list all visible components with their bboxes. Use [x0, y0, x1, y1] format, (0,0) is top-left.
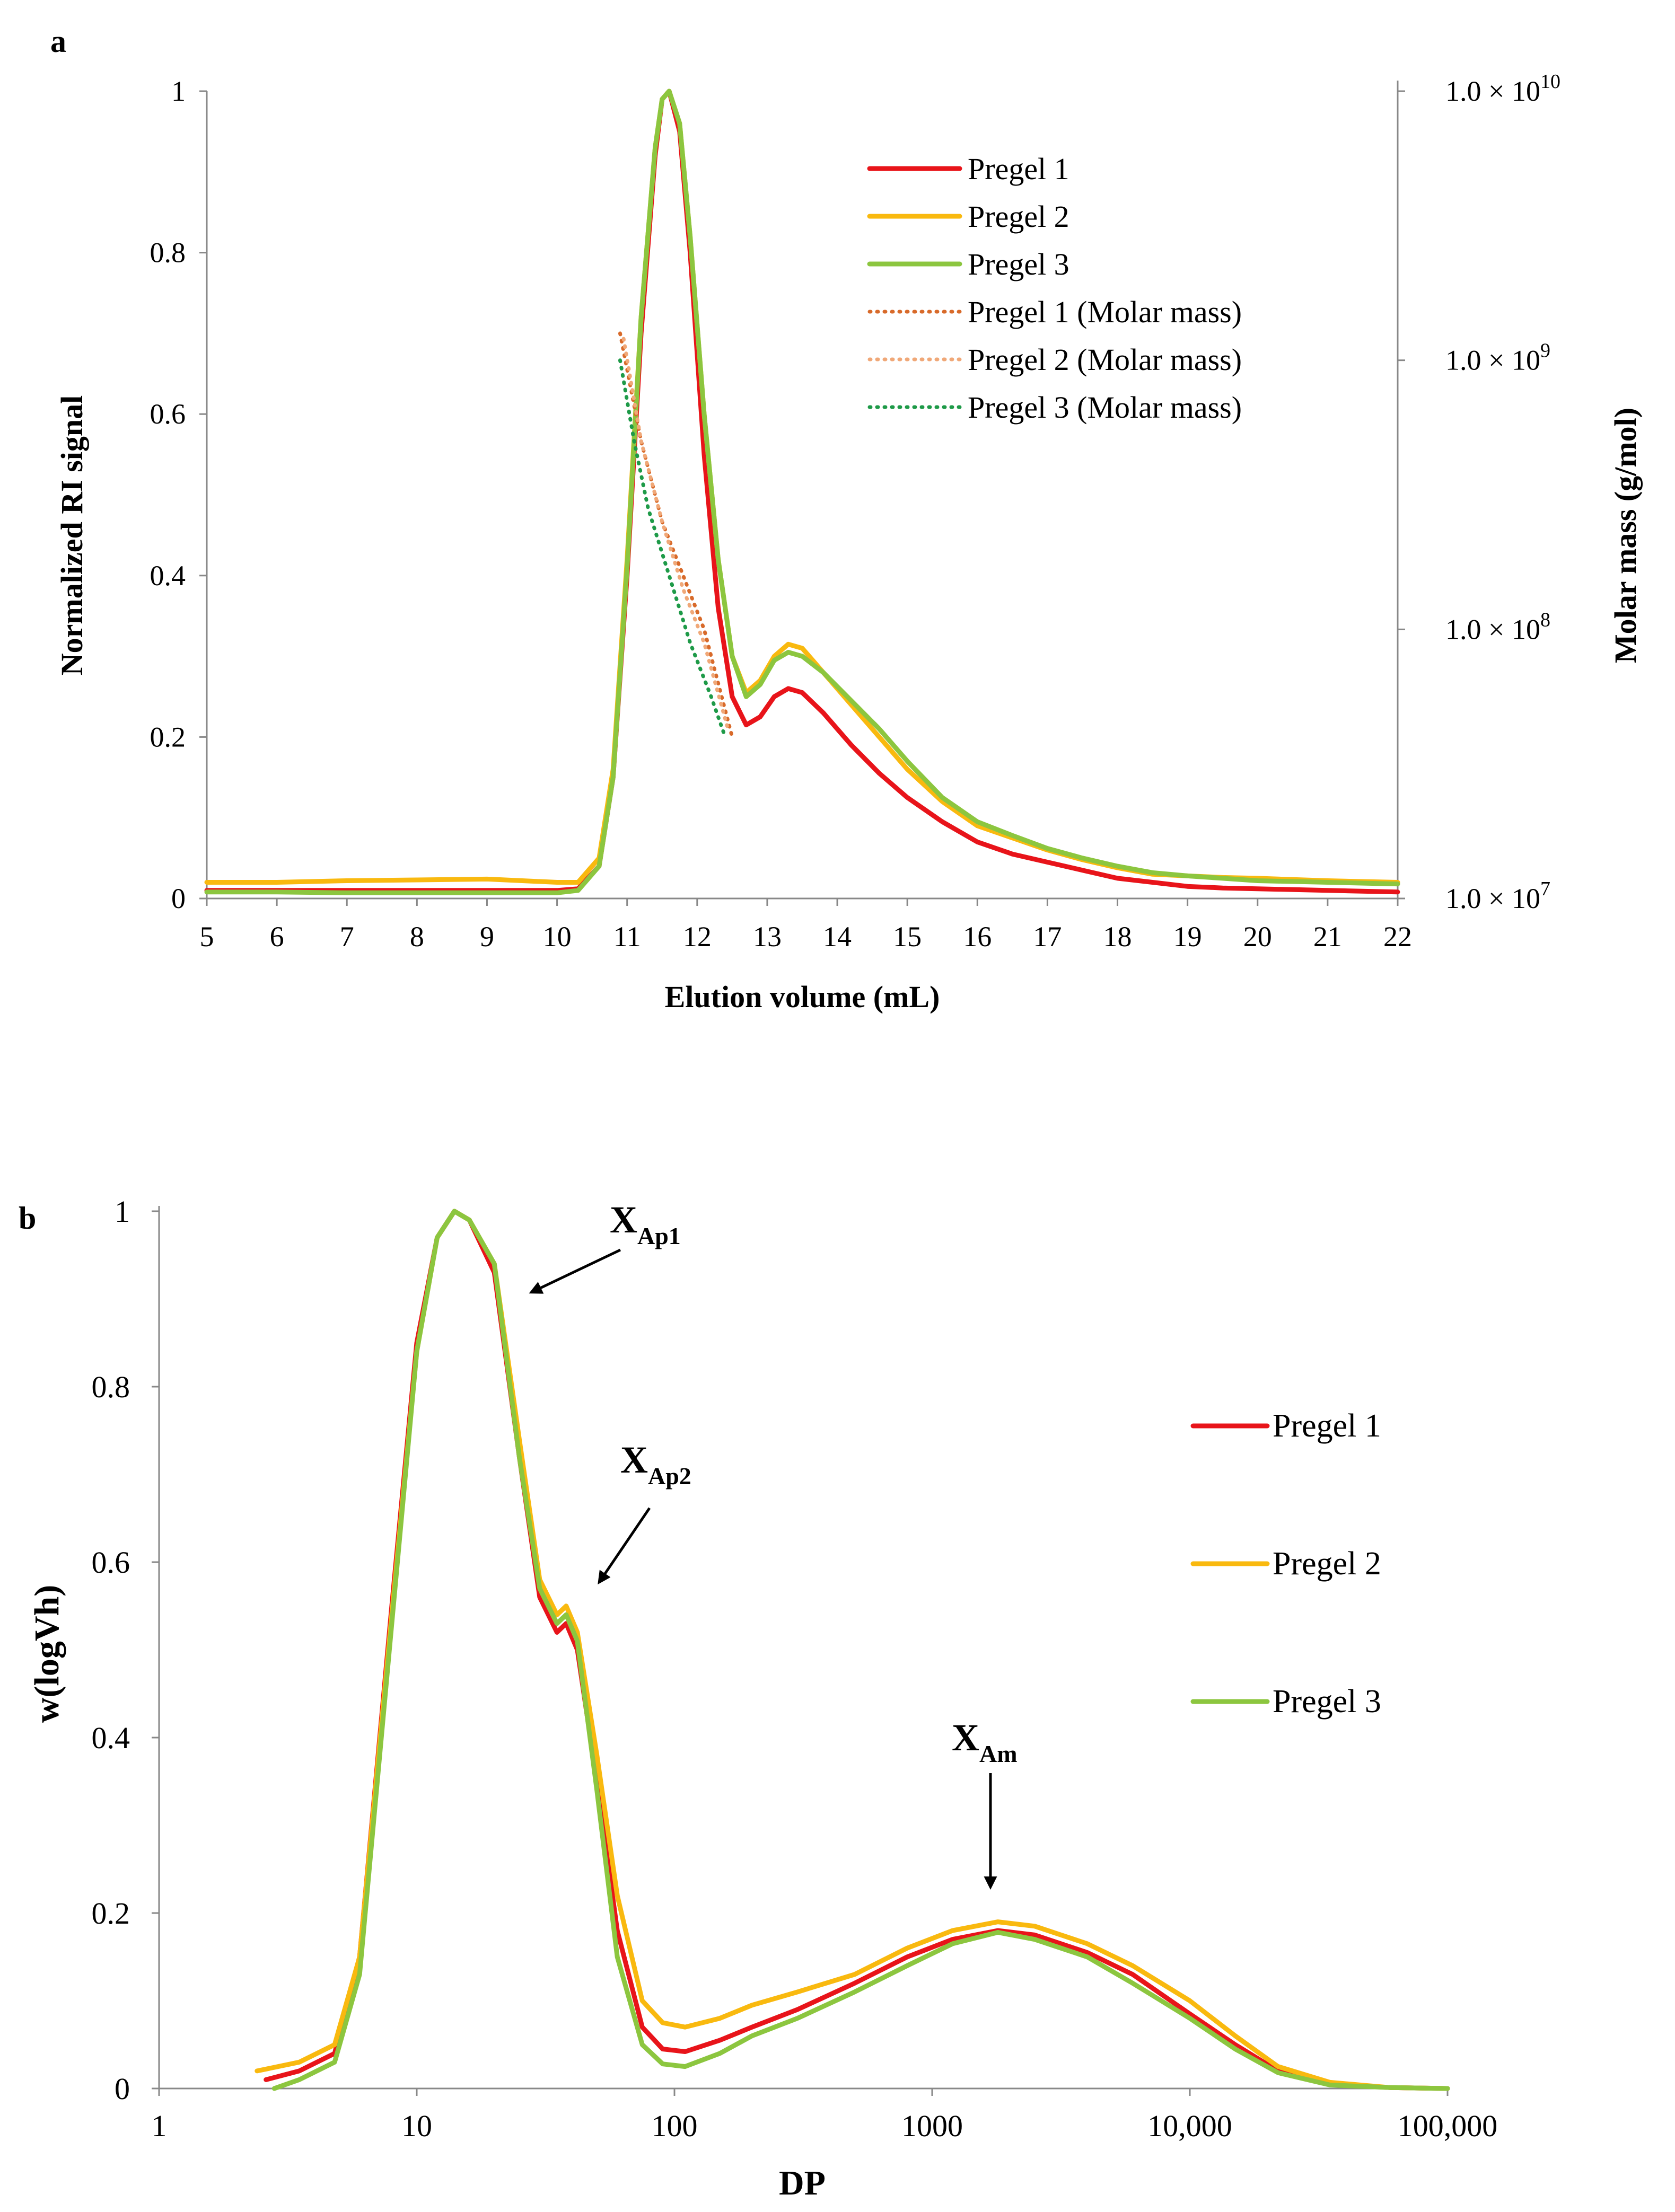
panel-a-x-tick-label: 19	[1173, 921, 1202, 953]
panel-a-y-tick-label: 0.2	[150, 721, 186, 753]
panel-a-series	[204, 89, 1400, 895]
panel-b-series-3	[271, 1209, 1450, 2091]
panel-a-series-2	[204, 89, 1400, 885]
panel-a-x-tick-label: 11	[613, 921, 641, 953]
panel-b-y-axis-title: w(logVh)	[28, 1585, 66, 1723]
panel-a-legend-label: Pregel 1 (Molar mass)	[968, 295, 1242, 329]
panel-a-x-tick-label: 13	[753, 921, 782, 953]
panel-b-x-tick-label: 100	[652, 2109, 698, 2143]
panel-b-x-tick-label: 1000	[901, 2109, 963, 2143]
panel-a-x-tick-label: 21	[1313, 921, 1342, 953]
panel-b-legend-label: Pregel 1	[1273, 1408, 1381, 1444]
panel-b-y-tick-label: 0.2	[92, 1896, 130, 1931]
panel-b-x-tick-label: 10,000	[1147, 2109, 1232, 2143]
panel-b-x-tick-label: 100,000	[1398, 2109, 1498, 2143]
panel-b-y-tick-label: 0.4	[92, 1721, 130, 1755]
panel-b-series-2	[255, 1209, 1450, 2091]
panel-a-series-1	[204, 89, 1400, 895]
panel-b: b 1 10 100 1000 10,000 100,000 0 0.2 0.4 0.6 0.81 …	[19, 1194, 1497, 2202]
panel-a-legend-label: Pregel 3 (Molar mass)	[968, 390, 1242, 425]
panel-b-legend-label: Pregel 3	[1273, 1684, 1381, 1720]
panel-b-y-tick-label: 0.8	[92, 1370, 130, 1404]
panel-b-annotation-arrow	[598, 1507, 651, 1585]
panel-a-y-tick-label: 0	[171, 883, 186, 914]
panel-a-x-tick-label: 20	[1243, 921, 1272, 953]
panel-a-y2-tick-label: 1.0 × 108	[1445, 609, 1550, 645]
panel-a-x-tick-label: 6	[270, 921, 284, 953]
panel-a-legend-label: Pregel 1	[968, 152, 1069, 186]
panel-a-x-tick-label: 15	[893, 921, 922, 953]
panel-a-x-tick-label: 14	[823, 921, 852, 953]
panel-a-series-4	[618, 331, 734, 739]
panel-b-annotation-label: XAm	[952, 1716, 1018, 1767]
panel-b-annotations: XAp1 XAp2 XAm	[529, 1198, 1018, 1890]
panel-a-legend-label: Pregel 2	[968, 199, 1069, 234]
panel-label-b: b	[19, 1201, 36, 1236]
panel-label-a: a	[50, 24, 66, 59]
panel-a-series-6	[618, 358, 727, 739]
panel-b-x-axis-title: DP	[779, 2164, 826, 2202]
panel-a-x-tick-label: 10	[543, 921, 572, 953]
panel-b-y-tick-label: 1	[115, 1194, 130, 1229]
panel-a-x-tick-label: 18	[1103, 921, 1132, 953]
panel-b-x-tick-label: 1	[152, 2109, 167, 2143]
panel-a-x-tick-label: 17	[1033, 921, 1062, 953]
panel-a-y-tick-label: 0.4	[150, 560, 186, 592]
panel-b-series	[255, 1209, 1450, 2091]
panel-a-legend-label: Pregel 3	[968, 247, 1069, 281]
panel-a-y-tick-label: 1	[171, 75, 186, 107]
panel-b-annotation-arrow	[529, 1248, 621, 1294]
panel-a-y2-tick-label: 1.0 × 1010	[1445, 70, 1560, 107]
panel-b-y-tick-label: 0	[115, 2072, 130, 2106]
panel-a-axes: 5 6 7 8 9 10 11 12 13 14 15 16 17 18 19 20 21 22 0 0.2 0.4 0.…	[150, 70, 1560, 953]
panel-a-x-axis-title: Elution volume (mL)	[665, 980, 940, 1014]
panel-b-series-1	[264, 1209, 1450, 2091]
panel-b-annotation-label: XAp1	[610, 1198, 681, 1249]
panel-b-y-tick-label: 0.6	[92, 1545, 130, 1580]
panel-b-legend-label: Pregel 2	[1273, 1546, 1381, 1582]
panel-b-x-tick-label: 10	[401, 2109, 432, 2143]
panel-a-y-tick-label: 0.8	[150, 237, 186, 269]
panel-b-axes: 1 10 100 1000 10,000 100,000 0 0.2 0.4 0.6 0.8 1	[92, 1194, 1498, 2143]
panel-a-series-3	[204, 89, 1400, 895]
panel-a-x-tick-label: 8	[410, 921, 424, 953]
panel-a-x-tick-label: 9	[480, 921, 494, 953]
panel-a-y2-axis-title: Molar mass (g/mol)	[1608, 408, 1643, 663]
panel-b-annotation-label: XAp2	[620, 1439, 691, 1490]
panel-a-x-tick-label: 16	[963, 921, 992, 953]
panel-a-legend: Pregel 1 Pregel 2 Pregel 3 Pregel 1 (Molar …	[867, 152, 1242, 425]
panel-a-series-5	[621, 337, 731, 734]
panel-a-y-axis-title: Normalized RI signal	[55, 395, 89, 675]
panel-a-legend-label: Pregel 2 (Molar mass)	[968, 342, 1242, 377]
panel-a-y-tick-label: 0.6	[150, 398, 186, 430]
panel-a-x-tick-label: 12	[683, 921, 712, 953]
panel-a: a 5 6 7 8 9 10 11 12 13 14 15 16 17 18 19 20 21 22 0 0.2 0.4…	[50, 24, 1643, 1014]
panel-a-y2-tick-label: 1.0 × 107	[1445, 878, 1550, 914]
panel-a-x-tick-label: 5	[200, 921, 214, 953]
panel-b-legend: Pregel 1 Pregel 2 Pregel 3	[1190, 1408, 1381, 1720]
panel-a-x-tick-label: 7	[340, 921, 354, 953]
panel-a-x-tick-label: 22	[1383, 921, 1412, 953]
panel-a-y2-tick-label: 1.0 × 109	[1445, 340, 1550, 376]
